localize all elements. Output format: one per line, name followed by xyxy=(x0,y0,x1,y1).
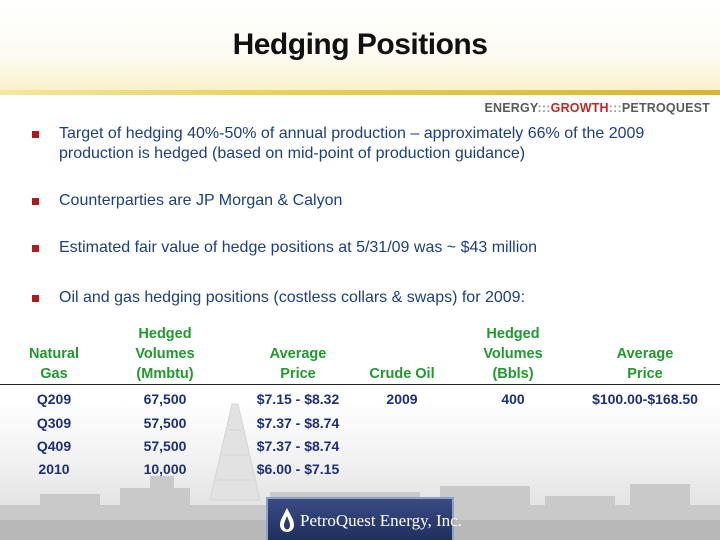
tagline-separator: ::: xyxy=(537,101,551,115)
petroquest-logo: PetroQuest Energy, Inc. xyxy=(266,497,462,540)
oil-row-period: 2009 xyxy=(386,391,418,407)
gas-row-volume: 10,000 xyxy=(143,461,187,477)
bullet-item: Estimated fair value of hedge positions … xyxy=(32,238,692,258)
tagline-growth: GROWTH xyxy=(550,101,609,115)
slide-title: Hedging Positions xyxy=(232,28,488,61)
oil-row-volume: 400 xyxy=(501,391,525,407)
oil-header-hedged-volumes: Hedged Volumes (Bbls) xyxy=(462,324,564,384)
gas-row-price: $7.15 - $8.32 xyxy=(256,391,340,407)
gas-row-period: 2010 xyxy=(38,461,70,477)
header-line: Price xyxy=(280,366,316,382)
bullet-marker-icon xyxy=(32,131,39,138)
header-line: Average xyxy=(269,346,327,362)
bullet-text: Target of hedging 40%-50% of annual prod… xyxy=(59,125,645,162)
tagline-energy: ENERGY xyxy=(484,101,538,115)
bullet-text: Counterparties are JP Morgan & Calyon xyxy=(59,192,343,209)
gas-row-volume: 57,500 xyxy=(143,415,187,431)
tagline-petroquest: PETROQUEST xyxy=(621,101,710,115)
header-line: Gas xyxy=(40,366,68,382)
gas-row-period: Q309 xyxy=(36,415,72,431)
tagline: ENERGY:::GROWTH:::PETROQUEST xyxy=(484,101,710,115)
gas-row-period: Q409 xyxy=(36,438,72,454)
gold-divider xyxy=(0,90,720,95)
logo-wordmark: PetroQuest Energy, Inc. xyxy=(300,511,462,530)
header-line: Volumes xyxy=(483,346,543,362)
tagline-separator: ::: xyxy=(608,101,622,115)
oil-header-crude-oil: Crude Oil xyxy=(356,364,448,384)
title-band xyxy=(0,0,720,92)
header-line: Average xyxy=(616,346,674,362)
header-line: Hedged xyxy=(486,326,540,342)
gas-row-price: $7.37 - $8.74 xyxy=(256,438,340,454)
gas-row-price: $6.00 - $7.15 xyxy=(256,461,340,477)
gas-header-natural-gas: Natural Gas xyxy=(14,344,94,384)
header-line: (Bbls) xyxy=(492,366,534,382)
gas-header-hedged-volumes: Hedged Volumes (Mmbtu) xyxy=(110,324,220,384)
gas-row-price: $7.37 - $8.74 xyxy=(256,415,340,431)
table-header-rule xyxy=(0,384,720,385)
oil-header-average-price: Average Price xyxy=(580,344,710,384)
header-line: Hedged xyxy=(138,326,192,342)
header-line: Crude Oil xyxy=(369,366,435,382)
gas-row-volume: 67,500 xyxy=(143,391,187,407)
flame-drop-icon xyxy=(280,508,294,532)
bullet-text: Estimated fair value of hedge positions … xyxy=(59,239,538,256)
header-line: Natural xyxy=(29,346,79,362)
oil-row-price: $100.00-$168.50 xyxy=(592,391,698,407)
bullet-item: Counterparties are JP Morgan & Calyon xyxy=(32,191,692,211)
bullet-item: Oil and gas hedging positions (costless … xyxy=(32,288,692,308)
bullet-item: Target of hedging 40%-50% of annual prod… xyxy=(32,124,692,164)
bullet-marker-icon xyxy=(32,295,39,302)
bullet-marker-icon xyxy=(32,245,39,252)
gas-header-average-price: Average Price xyxy=(240,344,356,384)
gas-row-period: Q209 xyxy=(36,391,72,407)
bullet-marker-icon xyxy=(32,198,39,205)
bullet-text: Oil and gas hedging positions (costless … xyxy=(59,289,526,306)
header-line: Volumes xyxy=(135,346,195,362)
gas-row-volume: 57,500 xyxy=(143,438,187,454)
header-line: (Mmbtu) xyxy=(136,366,194,382)
header-line: Price xyxy=(627,366,663,382)
